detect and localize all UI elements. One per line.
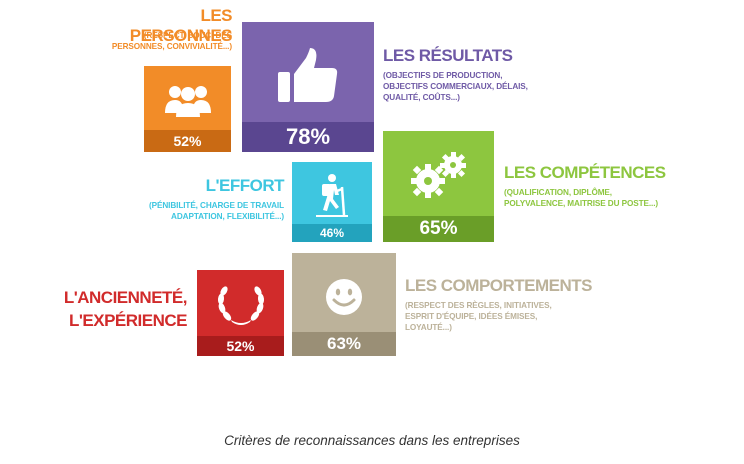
details-effort-line: ADAPTATION, FLEXIBILITÉ...)	[171, 212, 284, 222]
value-label-resultats: 78%	[285, 124, 331, 149]
title-anciennete-line: L'EXPÉRIENCE	[68, 310, 188, 330]
value-label-comportements: 63%	[326, 334, 362, 353]
percent-band-effort: 46%	[292, 224, 372, 242]
details-resultats-line: (OBJECTIFS DE PRODUCTION,	[383, 71, 503, 80]
people-icon	[144, 72, 231, 130]
card-competences: 65%	[383, 131, 494, 242]
gears-icon	[383, 141, 494, 211]
card-resultats: 78%	[242, 22, 374, 152]
percent-band-comportements: 63%	[292, 332, 396, 356]
percent-band-resultats: 78%	[242, 122, 374, 152]
laurel-wreath-icon	[197, 274, 284, 334]
details-comportements: (RESPECT DES RÈGLES, INITIATIVES, ESPRIT…	[405, 300, 625, 333]
details-competences-line: (QUALIFICATION, DIPLÔME,	[504, 188, 612, 197]
card-personnes: 52%	[144, 66, 231, 152]
details-comportements-line: LOYAUTÉ...)	[405, 323, 452, 333]
title-anciennete: L'ANCIENNETÉ, L'EXPÉRIENCE	[60, 287, 188, 333]
value-label-effort: 46%	[319, 226, 345, 240]
smiley-icon	[292, 267, 396, 327]
details-effort-line: (PÉNIBILITÉ, CHARGE DE TRAVAIL	[149, 201, 284, 210]
details-personnes-line: (RESPECT, SOUCI DES	[143, 31, 232, 40]
percent-band-anciennete: 52%	[197, 336, 284, 356]
details-competences-line: POLYVALENCE, MAITRISE DU POSTE...)	[504, 199, 658, 209]
card-effort: 46%	[292, 162, 372, 242]
details-effort: (PÉNIBILITÉ, CHARGE DE TRAVAIL ADAPTATIO…	[104, 200, 284, 222]
details-personnes-line: PERSONNES, CONVIVIALITÉ...)	[111, 42, 232, 52]
title-anciennete-line: L'ANCIENNETÉ,	[63, 288, 188, 307]
title-competences: LES COMPÉTENCES	[504, 163, 666, 182]
details-comportements-line: ESPRIT D'ÉQUIPE, IDÉES ÉMISES,	[405, 312, 538, 322]
details-competences: (QUALIFICATION, DIPLÔME, POLYVALENCE, MA…	[504, 187, 704, 209]
details-resultats: (OBJECTIFS DE PRODUCTION, OBJECTIFS COMM…	[383, 70, 583, 103]
figure-caption: Critères de reconnaissances dans les ent…	[224, 433, 520, 448]
title-comportements: LES COMPORTEMENTS	[405, 276, 593, 295]
details-comportements-line: (RESPECT DES RÈGLES, INITIATIVES,	[405, 301, 552, 310]
percent-band-personnes: 52%	[144, 130, 231, 152]
value-label-personnes: 52%	[173, 133, 202, 149]
percent-band-competences: 65%	[383, 216, 494, 242]
details-resultats-line: QUALITÉ, COÛTS...)	[383, 93, 460, 103]
card-anciennete: 52%	[197, 270, 284, 356]
title-personnes: LES PERSONNES	[129, 6, 233, 45]
value-label-competences: 65%	[419, 218, 458, 239]
hiker-icon	[292, 168, 372, 222]
card-comportements: 63%	[292, 253, 396, 356]
details-personnes: (RESPECT, SOUCI DES PERSONNES, CONVIVIAL…	[72, 30, 232, 52]
title-effort: L'EFFORT	[205, 176, 285, 195]
value-label-anciennete: 52%	[226, 338, 255, 354]
thumbs-up-icon	[242, 36, 374, 116]
details-resultats-line: OBJECTIFS COMMERCIAUX, DÉLAIS,	[383, 82, 528, 92]
title-resultats: LES RÉSULTATS	[383, 46, 513, 65]
